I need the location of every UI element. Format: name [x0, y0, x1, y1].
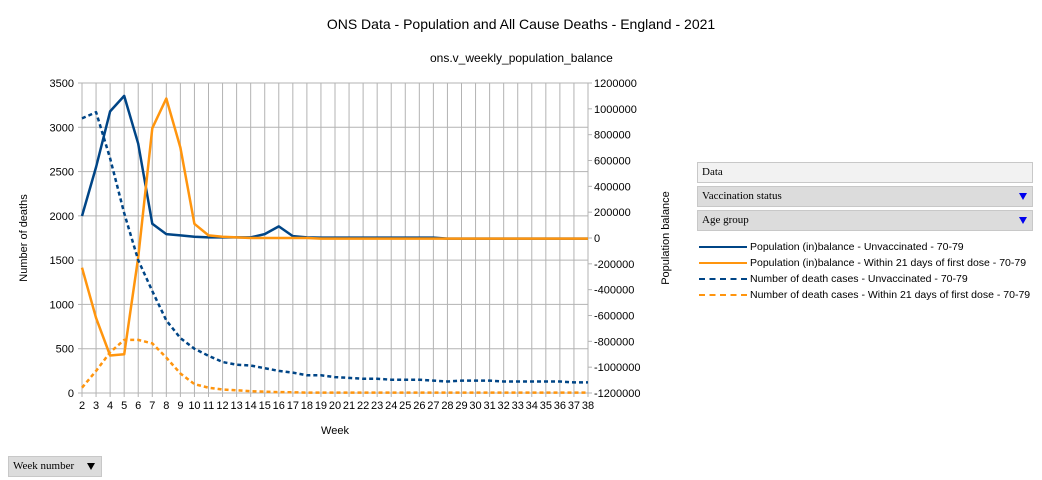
legend-label: Number of death cases - Unvaccinated - 7…: [750, 273, 968, 285]
tick-label-x: 12: [216, 400, 228, 412]
legend-swatch: [699, 294, 747, 296]
tick-label-x: 24: [385, 400, 397, 412]
tick-label-x: 38: [582, 400, 594, 412]
tick-label-right: -1200000: [594, 388, 641, 400]
age-group-filter[interactable]: Age group: [697, 210, 1033, 231]
tick-label-x: 36: [554, 400, 566, 412]
tick-label-right: -200000: [594, 259, 634, 271]
tick-label-right: 0: [594, 233, 600, 245]
series-line-4: [81, 338, 588, 394]
tick-label-x: 31: [483, 400, 495, 412]
tick-label-left: 1000: [50, 299, 74, 311]
x-axis-title: Week: [321, 425, 349, 437]
data-field[interactable]: Data: [697, 162, 1033, 183]
tick-label-right: 200000: [594, 207, 631, 219]
vaccination-status-label: Vaccination status: [702, 190, 782, 202]
tick-label-x: 28: [441, 400, 453, 412]
legend-swatch: [699, 278, 747, 280]
tick-label-left: 2500: [50, 167, 74, 179]
tick-label-right: 1200000: [594, 78, 637, 90]
vaccination-status-filter[interactable]: Vaccination status: [697, 186, 1033, 207]
tick-label-x: 34: [526, 400, 538, 412]
tick-label-x: 13: [230, 400, 242, 412]
tick-label-x: 29: [455, 400, 467, 412]
tick-label-x: 5: [121, 400, 127, 412]
tick-label-right: 800000: [594, 130, 631, 142]
chart-subtitle: ons.v_weekly_population_balance: [430, 51, 613, 65]
tick-label-left: 2000: [50, 211, 74, 223]
chevron-down-icon[interactable]: [1019, 217, 1027, 224]
tick-label-x: 27: [427, 400, 439, 412]
tick-label-right: 400000: [594, 181, 631, 193]
tick-label-right: -800000: [594, 336, 634, 348]
tick-label-x: 21: [343, 400, 355, 412]
age-group-label: Age group: [702, 214, 749, 226]
y-axis-title-left: Number of deaths: [18, 194, 30, 282]
tick-label-left: 3000: [50, 122, 74, 134]
series-line-2: [80, 97, 588, 357]
tick-label-x: 19: [315, 400, 327, 412]
y-axis-title-right: Population balance: [660, 191, 672, 285]
tick-label-x: 7: [149, 400, 155, 412]
tick-label-x: 22: [357, 400, 369, 412]
legend-swatch: [699, 246, 747, 248]
tick-label-x: 11: [203, 400, 214, 412]
tick-label-x: 16: [273, 400, 285, 412]
tick-label-x: 23: [371, 400, 383, 412]
tick-label-left: 0: [68, 388, 74, 400]
tick-label-x: 26: [413, 400, 425, 412]
tick-label-x: 30: [469, 400, 481, 412]
tick-label-x: 35: [540, 400, 552, 412]
legend-label: Population (in)balance - Unvaccinated - …: [750, 241, 964, 253]
tick-label-x: 17: [287, 400, 299, 412]
tick-label-x: 9: [177, 400, 183, 412]
week-number-label: Week number: [13, 460, 75, 472]
legend-swatch: [699, 262, 747, 264]
tick-label-right: -1000000: [594, 362, 641, 374]
legend-label: Number of death cases - Within 21 days o…: [750, 289, 1031, 301]
tick-label-right: -600000: [594, 311, 634, 323]
tick-label-left: 1500: [50, 255, 74, 267]
tick-label-x: 15: [259, 400, 271, 412]
week-number-dropdown[interactable]: Week number: [8, 456, 102, 477]
tick-label-left: 500: [56, 344, 74, 356]
chevron-down-icon[interactable]: [87, 463, 95, 470]
tick-label-x: 32: [498, 400, 510, 412]
tick-label-left: 3500: [50, 78, 74, 90]
tick-label-x: 14: [245, 400, 257, 412]
chevron-down-icon[interactable]: [1019, 193, 1027, 200]
tick-label-x: 8: [163, 400, 169, 412]
tick-label-x: 4: [107, 400, 113, 412]
data-field-label: Data: [702, 166, 723, 178]
tick-label-right: 1000000: [594, 104, 637, 116]
chart-title: ONS Data - Population and All Cause Deat…: [326, 16, 716, 32]
legend-label: Population (in)balance - Within 21 days …: [750, 257, 1027, 269]
tick-label-x: 2: [79, 400, 85, 412]
tick-label-right: 600000: [594, 156, 631, 168]
tick-label-x: 6: [135, 400, 141, 412]
tick-label-x: 10: [188, 400, 200, 412]
tick-label-x: 37: [568, 400, 580, 412]
tick-label-right: -400000: [594, 285, 634, 297]
tick-label-x: 25: [399, 400, 411, 412]
series-line-3: [81, 110, 588, 384]
tick-label-x: 20: [329, 400, 341, 412]
tick-label-x: 3: [93, 400, 99, 412]
tick-label-x: 33: [512, 400, 524, 412]
tick-label-x: 18: [301, 400, 313, 412]
